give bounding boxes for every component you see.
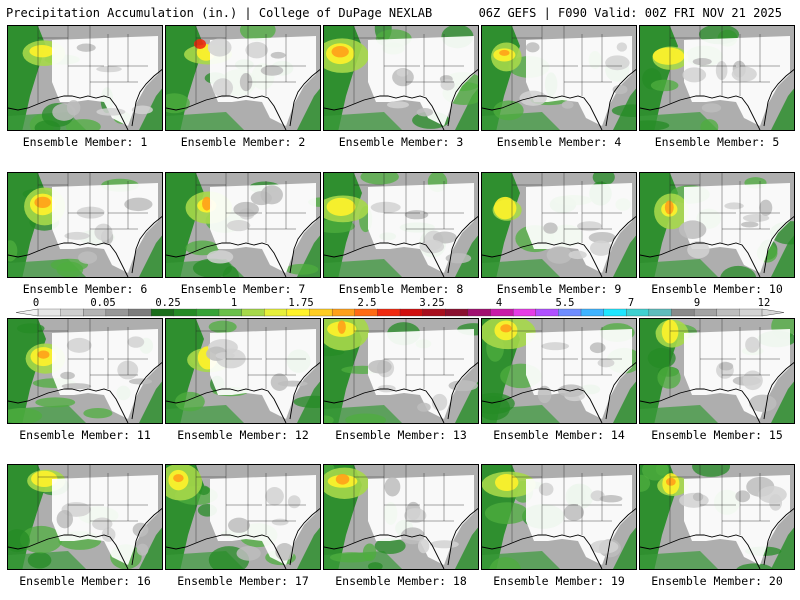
colorbar-swatch [693,308,718,317]
colorbar-swatch [580,308,605,317]
colorbar-swatch [286,308,310,317]
colorbar-swatch [671,308,695,317]
colorbar-swatch [512,308,537,317]
product-title: Precipitation Accumulation (in.) | Colle… [6,6,433,20]
colorbar-tick-label: 1 [230,297,238,309]
ensemble-member-map [481,25,637,131]
colorbar-swatch [490,308,514,317]
colorbar-swatch [648,308,672,317]
ensemble-member-label: Ensemble Member: 6 [22,282,148,296]
colorbar-swatch [399,308,424,317]
ensemble-member-label: Ensemble Member: 8 [338,282,464,296]
colorbar-swatch [264,308,288,317]
ensemble-member-map [323,172,479,278]
ensemble-member-label: Ensemble Member: 9 [496,282,622,296]
colorbar-swatch [739,308,763,317]
ensemble-member-label: Ensemble Member: 3 [338,135,464,149]
ensemble-member-map [165,25,321,131]
ensemble-member-map [165,172,321,278]
colorbar-left-arrow [15,308,39,317]
colorbar-swatch [603,308,627,317]
colorbar-right-arrow [761,308,785,317]
colorbar-tick-label: 0.05 [90,297,116,309]
colorbar-swatch [37,308,62,317]
ensemble-member-label: Ensemble Member: 4 [496,135,622,149]
ensemble-member-map [639,464,795,570]
ensemble-member-map [7,172,163,278]
ensemble-member-map [323,464,479,570]
colorbar-tick-label: 12 [757,297,771,309]
colorbar-swatch [467,308,491,317]
colorbar-swatch [105,308,129,317]
colorbar-swatch [218,308,243,317]
ensemble-member-map [481,318,637,424]
model-run-valid-time: 06Z GEFS | F090 Valid: 00Z FRI NOV 21 20… [478,6,782,20]
ensemble-member-map [7,464,163,570]
colorbar-tick-label: 9 [693,297,701,309]
ensemble-member-map [165,464,321,570]
colorbar-swatch [150,308,175,317]
ensemble-member-map [323,318,479,424]
ensemble-member-map [639,172,795,278]
colorbar-swatch [377,308,401,317]
colorbar-swatch [241,308,265,317]
colorbar-tick-label: 0.25 [155,297,181,309]
colorbar-swatch [716,308,740,317]
colorbar-swatch [83,308,107,317]
ensemble-member-label: Ensemble Member: 1 [22,135,148,149]
ensemble-member-label: Ensemble Member: 14 [493,428,625,442]
ensemble-member-label: Ensemble Member: 12 [177,428,309,442]
colorbar-swatch [128,308,152,317]
colorbar-tick-label: 4 [495,297,503,309]
colorbar-swatch [422,308,446,317]
colorbar-swatch [331,308,356,317]
colorbar-swatch [309,308,333,317]
ensemble-member-label: Ensemble Member: 7 [180,282,306,296]
ensemble-member-map [481,464,637,570]
colorbar-swatch [445,308,469,317]
colorbar-tick-label: 5.5 [555,297,575,309]
colorbar-swatch [196,308,220,317]
colorbar-swatch [626,308,650,317]
colorbar-swatch [173,308,197,317]
ensemble-member-label: Ensemble Member: 19 [493,574,625,588]
colorbar-tick-label: 2.5 [357,297,377,309]
precip-colorbar [15,308,785,317]
ensemble-member-map [165,318,321,424]
ensemble-member-map [323,25,479,131]
ensemble-member-label: Ensemble Member: 5 [654,135,780,149]
colorbar-swatch [354,308,378,317]
ensemble-member-map [639,25,795,131]
colorbar-tick-label: 7 [627,297,635,309]
colorbar-swatch [60,308,84,317]
ensemble-member-map [639,318,795,424]
colorbar-tick-label: 3.25 [419,297,445,309]
ensemble-member-label: Ensemble Member: 18 [335,574,467,588]
ensemble-member-label: Ensemble Member: 15 [651,428,783,442]
colorbar-swatch [535,308,559,317]
ensemble-member-map [7,318,163,424]
colorbar-tick-label: 1.75 [288,297,314,309]
colorbar-tick-label: 0 [32,297,40,309]
ensemble-member-label: Ensemble Member: 11 [19,428,151,442]
ensemble-member-label: Ensemble Member: 16 [19,574,151,588]
ensemble-member-label: Ensemble Member: 17 [177,574,309,588]
ensemble-member-label: Ensemble Member: 13 [335,428,467,442]
ensemble-member-label: Ensemble Member: 10 [651,282,783,296]
ensemble-member-map [481,172,637,278]
ensemble-member-label: Ensemble Member: 2 [180,135,306,149]
ensemble-member-label: Ensemble Member: 20 [651,574,783,588]
ensemble-member-map [7,25,163,131]
colorbar-swatch [558,308,582,317]
